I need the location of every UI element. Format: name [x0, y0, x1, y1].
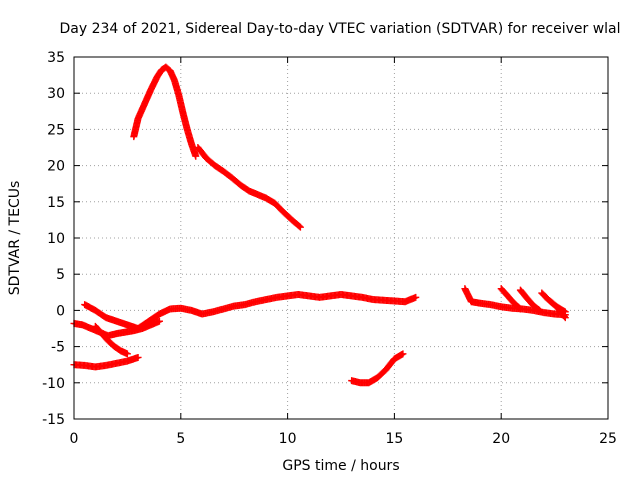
y-tick-label: 10 [47, 231, 65, 247]
grid-lines [74, 57, 608, 419]
y-tick-label: 20 [47, 159, 65, 175]
data-point [516, 305, 524, 313]
y-tick-label: 25 [47, 122, 65, 138]
series-arc-rise [348, 350, 407, 387]
x-tick-label: 20 [492, 431, 510, 447]
y-tick-label: 0 [56, 303, 65, 319]
data-point [296, 223, 304, 231]
data-point [123, 350, 131, 358]
series-arc-small [91, 322, 131, 358]
data-point [535, 306, 543, 314]
data-point [399, 350, 407, 358]
y-tick-label: 15 [47, 195, 65, 211]
data-point [560, 313, 568, 321]
series-arc-main [81, 290, 420, 332]
series-arc-dip [70, 317, 163, 340]
x-tick-label: 5 [176, 431, 185, 447]
x-axis-label: GPS time / hours [282, 458, 399, 474]
x-tick-label: 25 [599, 431, 617, 447]
data-point [155, 317, 163, 325]
series-arc-decline [194, 144, 304, 231]
data-point [134, 353, 142, 361]
series-arc-late-b [516, 286, 544, 314]
y-tick-label: 35 [47, 50, 65, 66]
y-tick-label: -10 [42, 376, 65, 392]
y-tick-label: 5 [56, 267, 65, 283]
data-point [192, 152, 200, 160]
data-point [516, 304, 524, 312]
x-tick-label: 0 [70, 431, 79, 447]
x-tick-label: 15 [385, 431, 403, 447]
data-point [412, 293, 420, 301]
y-tick-label: 30 [47, 86, 65, 102]
y-axis-label: SDTVAR / TECUs [7, 181, 23, 296]
series-arc-peak [130, 63, 200, 160]
series-arc-low [70, 353, 142, 371]
x-tick-label: 10 [279, 431, 297, 447]
chart-title: Day 234 of 2021, Sidereal Day-to-day VTE… [59, 21, 620, 37]
y-tick-label: -5 [51, 340, 65, 356]
axis-ticks: 0 5 10 15 20 25 -15 -10 -5 0 5 10 15 20 25 30 35 [42, 50, 617, 447]
data-point [295, 222, 303, 230]
series-arc-late-d [544, 296, 569, 322]
data-point [561, 314, 569, 322]
series-arc-late-a [497, 285, 524, 313]
data-point [536, 306, 544, 314]
y-tick-label: -15 [42, 412, 65, 428]
data-points [70, 63, 569, 387]
